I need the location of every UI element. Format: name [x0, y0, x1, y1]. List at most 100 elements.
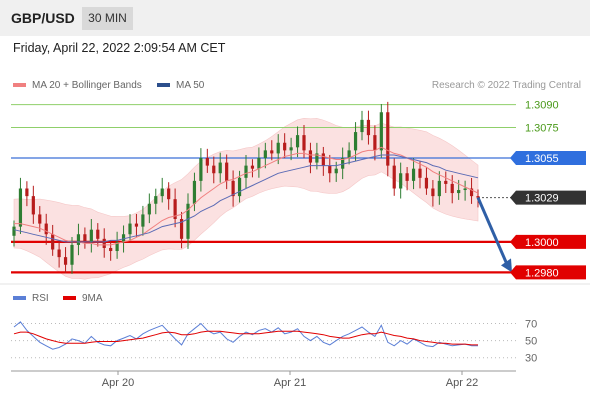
candle-body [51, 234, 55, 250]
candle-body [334, 168, 338, 174]
candle-body [270, 150, 274, 154]
candle-body [457, 190, 461, 194]
candle-body [289, 147, 293, 151]
candle-body [63, 257, 68, 265]
ma20-label: MA 20 + Bollinger Bands [32, 80, 142, 91]
candle-body [128, 223, 132, 235]
candle-body [405, 173, 409, 181]
candle-body [302, 135, 306, 151]
candle-body [328, 165, 332, 174]
candle-body [450, 183, 454, 194]
candle-body [173, 199, 177, 219]
rsi-tick-50: 50 [525, 336, 537, 348]
candle-body [360, 119, 364, 133]
timeframe-button[interactable]: 30 MIN [82, 7, 133, 30]
rsi-line [13, 321, 478, 350]
candle-body [31, 196, 35, 215]
ma9-label: 9MA [82, 293, 103, 304]
candle-body [469, 188, 474, 197]
rsi-ma9-line [13, 330, 478, 346]
candle-body [321, 153, 325, 166]
candle-body [373, 135, 377, 151]
legend-ma50: MA 50 [157, 80, 204, 91]
x-tick-label: Apr 21 [274, 377, 306, 389]
candle-body [25, 188, 29, 197]
candle-body [225, 162, 229, 181]
legend-9ma: 9MA [63, 293, 103, 304]
candle-body [263, 150, 267, 158]
candle-body [83, 234, 87, 242]
candle-body [134, 223, 139, 227]
candle-body [431, 188, 435, 197]
projection-arrowhead [501, 258, 512, 273]
candle-body [250, 165, 255, 169]
candle-body [418, 168, 422, 178]
level-label-1.3075: 1.3075 [525, 123, 559, 135]
candle-body [276, 142, 280, 154]
candle-body [308, 150, 313, 163]
candle-body [38, 214, 42, 224]
candle-body [76, 234, 81, 245]
candle-body [218, 162, 222, 174]
ma50-swatch [157, 83, 170, 88]
candle-body [476, 196, 480, 198]
title-bar: GBP/USD 30 MIN [0, 0, 590, 36]
rsi-tick-30: 30 [525, 353, 537, 365]
candle-body [199, 158, 203, 181]
price-badge-1.2980 [510, 265, 586, 280]
ma50-label: MA 50 [176, 80, 205, 91]
candle-body [283, 142, 287, 151]
candle-body [96, 229, 100, 239]
candle-body [244, 165, 248, 178]
candle-body [186, 203, 190, 239]
candle-body [205, 158, 209, 166]
candle-body [411, 168, 416, 181]
bollinger-band [13, 117, 479, 280]
candle-body [295, 135, 300, 148]
candle-body [179, 219, 184, 239]
candle-body [315, 153, 319, 163]
price-badge-text-1.3055: 1.3055 [525, 153, 559, 165]
candle-body [379, 112, 383, 151]
price-badge-text-1.3029: 1.3029 [525, 193, 559, 205]
price-badge-1.3055 [510, 151, 586, 165]
candle-body [115, 241, 119, 252]
candle-body [102, 238, 106, 248]
price-badge-1.3000 [510, 234, 586, 249]
candle-body [341, 158, 345, 169]
price-badge-text-1.2980: 1.2980 [525, 267, 559, 279]
level-label-1.3090: 1.3090 [525, 100, 559, 112]
rsi-swatch [13, 296, 26, 301]
candle-body [366, 119, 371, 136]
ma50-line [13, 154, 479, 243]
projection-arrow-shaft [476, 197, 509, 265]
candle-body [463, 188, 467, 191]
ma9-swatch [63, 296, 76, 301]
instrument-symbol: GBP/USD [11, 10, 75, 26]
candle-body [89, 229, 93, 242]
candle-body [231, 180, 235, 197]
candle-body [212, 165, 216, 174]
candle-body [399, 173, 403, 189]
candle-body [70, 244, 74, 265]
candle-body [444, 180, 448, 184]
candle-body [386, 112, 390, 166]
candle-body [18, 188, 23, 227]
legend-rsi: RSI [13, 293, 49, 304]
candle-body [424, 177, 429, 189]
x-tick-label: Apr 20 [102, 377, 134, 389]
ma20-line [14, 146, 479, 246]
candle-body [257, 158, 261, 169]
candle-body [109, 247, 113, 252]
candle-body [154, 196, 158, 204]
candle-body [12, 226, 16, 236]
candle-body [237, 177, 242, 197]
rsi-tick-70: 70 [525, 319, 537, 331]
candle-body [347, 150, 351, 158]
timestamp: Friday, April 22, 2022 2:09:54 AM CET [13, 41, 226, 55]
candle-body [44, 223, 48, 235]
price-badge-text-1.3000: 1.3000 [525, 237, 559, 249]
credit-text: Research © 2022 Trading Central [431, 80, 581, 91]
rsi-label: RSI [32, 293, 49, 304]
